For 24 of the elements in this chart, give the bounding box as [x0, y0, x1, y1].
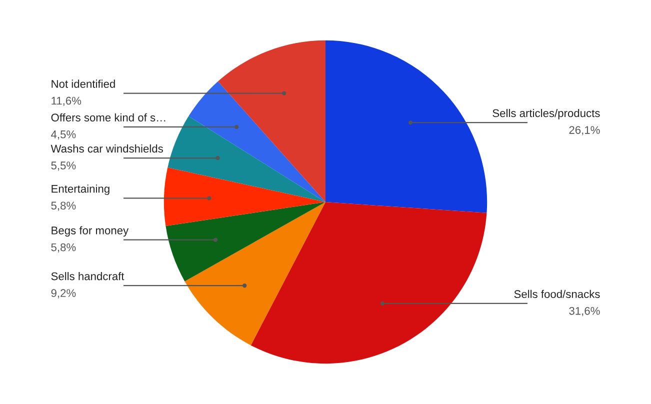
data-label: 9,2% — [51, 289, 76, 298]
pie-slice — [168, 116, 326, 202]
pie-slice — [188, 81, 326, 202]
slice-label: Sells articles/products — [492, 108, 600, 120]
data-label: 26,1% — [569, 126, 600, 136]
pie-slice — [166, 202, 326, 282]
data-label: 5,8% — [51, 243, 76, 253]
pie-slice — [218, 40, 326, 202]
pie-slice — [326, 40, 488, 213]
slice-label: Offers some kind of s… — [51, 113, 166, 122]
pie-slice — [184, 202, 326, 346]
slice-label: Entertaining — [52, 184, 110, 195]
pie-slice — [250, 202, 487, 364]
slice-label: Begs for money — [52, 226, 129, 237]
pie-slice — [164, 168, 326, 226]
data-label: 5,5% — [51, 162, 76, 171]
slice-label: Washs car windshields — [50, 144, 163, 153]
data-label: 4,5% — [51, 130, 76, 140]
slice-label: Sells handcraft — [51, 272, 124, 280]
data-label: 11,6% — [52, 96, 82, 106]
data-label: 5,8% — [51, 202, 76, 211]
data-label: 31,6% — [569, 306, 600, 316]
slice-label: Sells food/snacks — [514, 290, 600, 298]
slice-label: Not identified — [52, 80, 115, 88]
